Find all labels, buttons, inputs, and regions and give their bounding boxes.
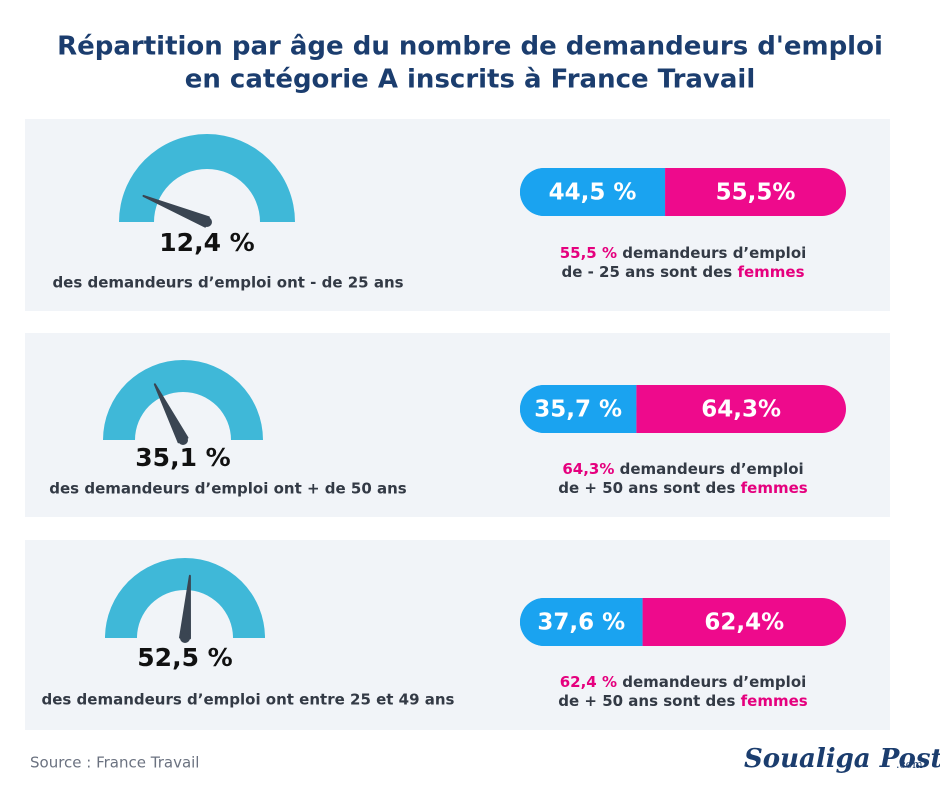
note-highlight: 64,3%: [562, 460, 614, 478]
note-text: de + 50 ans sont des: [558, 479, 735, 497]
note-highlight: 62,4 %: [560, 673, 617, 691]
note-text: de + 50 ans sont des: [558, 692, 735, 710]
note: 55,5 % demandeurs d’emploi: [560, 244, 807, 262]
bar-segment-cap: [520, 598, 643, 646]
bar-segment: [636, 385, 846, 433]
note: 64,3% demandeurs d’emploi: [562, 460, 803, 478]
note: de + 50 ans sont des femmes: [558, 479, 807, 497]
logo: Soualiga Post: [744, 744, 940, 774]
title: Répartition par âge du nombre de demande…: [57, 32, 883, 62]
note: 62,4 % demandeurs d’emploi: [560, 673, 807, 691]
source: Source : France Travail: [30, 754, 199, 772]
note-text: demandeurs d’emploi: [622, 673, 806, 691]
caption: des demandeurs d’emploi ont - de 25 ans: [52, 274, 403, 292]
bar-segment-cap: [520, 385, 637, 433]
gauge-pivot: [178, 435, 188, 445]
note: de - 25 ans sont des femmes: [561, 263, 804, 281]
gauge-value: 35,1 %: [135, 443, 230, 472]
bar-label: 64,3%: [701, 397, 781, 423]
gauge-arc: [105, 558, 265, 638]
note-text: demandeurs d’emploi: [622, 244, 806, 262]
bar-segment: [642, 598, 846, 646]
note-emphasis: femmes: [737, 263, 804, 281]
caption: des demandeurs d’emploi ont entre 25 et …: [41, 691, 454, 709]
note-text: demandeurs d’emploi: [620, 460, 804, 478]
gauge-pivot: [202, 217, 212, 227]
note: de + 50 ans sont des femmes: [558, 692, 807, 710]
note-emphasis: femmes: [741, 479, 808, 497]
gauge-value: 52,5 %: [137, 643, 232, 672]
note-highlight: 55,5 %: [560, 244, 617, 262]
bar-label: 35,7 %: [534, 397, 622, 423]
bar-label: 44,5 %: [549, 180, 637, 206]
bar-label: 37,6 %: [537, 610, 625, 636]
caption: des demandeurs d’emploi ont + de 50 ans: [49, 480, 407, 498]
gauge-value: 12,4 %: [159, 228, 254, 257]
note-text: de - 25 ans sont des: [561, 263, 732, 281]
bar-label: 62,4%: [704, 610, 784, 636]
bar-segment-cap: [520, 168, 666, 216]
gauge-arc: [119, 134, 295, 222]
note-emphasis: femmes: [741, 692, 808, 710]
bar-segment: [665, 168, 846, 216]
gauge-pivot: [180, 633, 190, 643]
title: en catégorie A inscrits à France Travail: [185, 65, 756, 95]
bar-label: 55,5%: [716, 180, 796, 206]
gauge-arc: [103, 360, 263, 440]
logo-suffix: .com: [896, 758, 923, 771]
